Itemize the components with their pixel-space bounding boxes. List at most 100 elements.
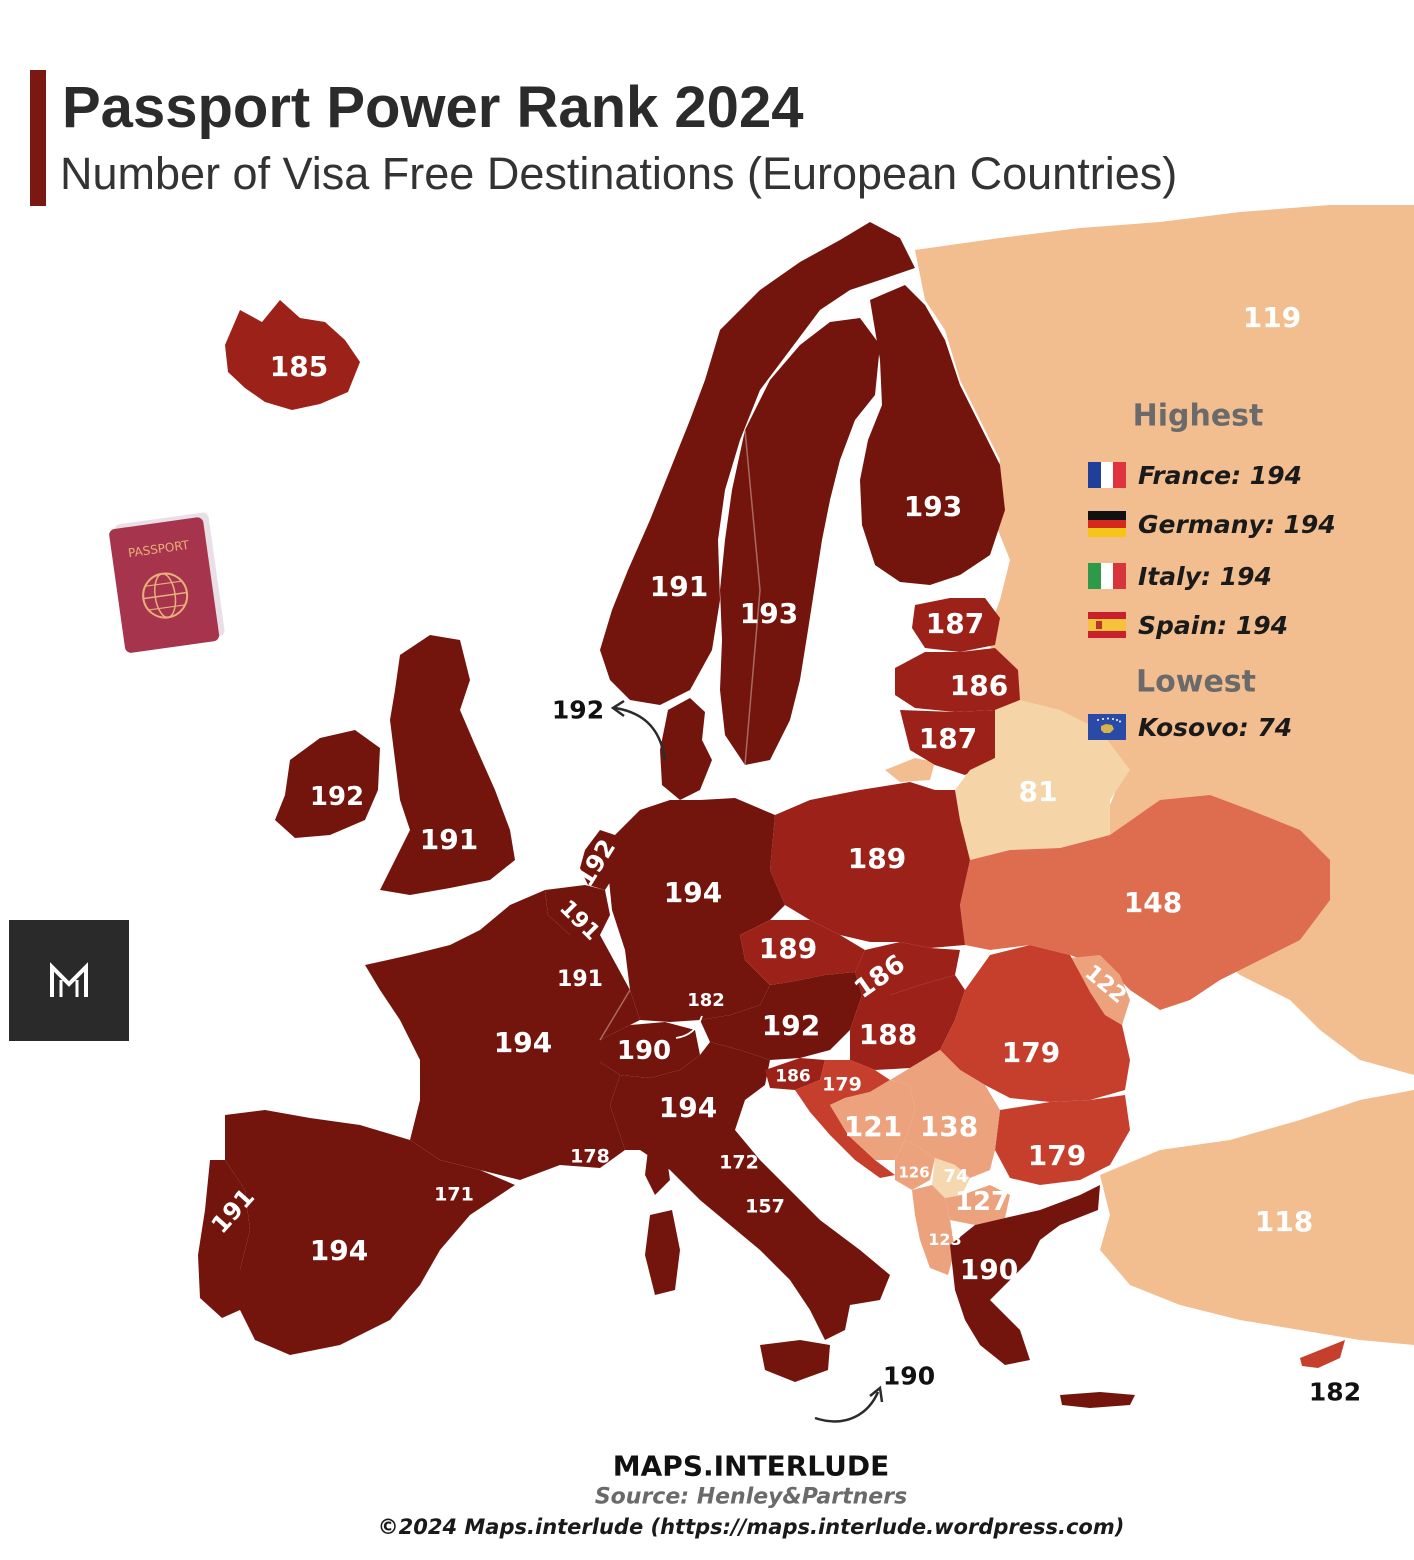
region-crete	[1060, 1392, 1135, 1408]
label-slovenia: 186	[775, 1066, 811, 1087]
label-montenegro: 126	[898, 1163, 930, 1182]
label-albania: 123	[928, 1230, 962, 1249]
region-romania	[940, 945, 1130, 1102]
legend-lowest-title: Lowest	[1136, 664, 1256, 700]
label-greece: 190	[959, 1253, 1019, 1286]
region-latvia	[895, 648, 1020, 712]
footer-brand: MAPS.INTERLUDE	[612, 1449, 890, 1483]
region-norway	[600, 222, 915, 705]
label-san-marino: 172	[719, 1151, 759, 1174]
legend-text-spain: Spain: 194	[1138, 610, 1289, 640]
label-sweden: 193	[739, 597, 799, 630]
malta-arrow	[814, 1391, 880, 1423]
region-france	[365, 890, 640, 1180]
region-sardinia	[645, 1210, 680, 1295]
label-ukraine: 148	[1123, 886, 1183, 919]
region-bulgaria	[995, 1095, 1130, 1185]
label-monaco: 178	[570, 1145, 610, 1168]
region-montenegro	[895, 1140, 935, 1190]
region-lithuania	[900, 710, 1010, 775]
maps-interlude-logo-icon	[50, 961, 88, 997]
label-spain: 194	[309, 1234, 369, 1267]
region-poland	[770, 782, 970, 948]
label-bosnia: 121	[843, 1110, 903, 1143]
label-france: 194	[493, 1026, 553, 1059]
label-malta: 190	[882, 1361, 936, 1391]
region-ukraine	[960, 795, 1330, 1010]
label-liechtenstein: 182	[687, 990, 725, 1011]
region-cyprus	[1300, 1340, 1345, 1368]
region-belgium	[545, 885, 610, 935]
label-ireland: 192	[309, 782, 365, 812]
region-bosnia	[830, 1080, 915, 1160]
label-iceland: 185	[269, 350, 329, 383]
italy-flag-icon	[1088, 563, 1126, 589]
label-russia: 119	[1242, 301, 1302, 334]
kosovo-flag-icon	[1088, 714, 1126, 740]
label-denmark: 192	[551, 695, 605, 725]
spain-flag-icon	[1088, 612, 1126, 638]
region-greece	[950, 1185, 1100, 1365]
region-estonia	[912, 598, 1000, 652]
label-turkey: 118	[1254, 1205, 1314, 1238]
region-albania	[912, 1185, 955, 1275]
region-corsica	[645, 1145, 670, 1195]
label-latvia: 186	[949, 669, 1009, 702]
legend-text-france: France: 194	[1138, 460, 1302, 490]
germany-flag-icon	[1088, 511, 1126, 537]
legend-row-france: France: 194	[1088, 460, 1302, 490]
legend-row-germany: Germany: 194	[1088, 509, 1336, 539]
label-germany: 194	[663, 876, 723, 909]
denmark-arrow	[614, 706, 667, 761]
legend-highest-title: Highest	[1132, 398, 1264, 434]
malta-arrowhead	[869, 1385, 884, 1403]
region-united-kingdom	[380, 635, 515, 895]
label-serbia: 138	[919, 1110, 979, 1143]
label-luxembourg: 191	[557, 967, 603, 992]
region-turkey	[1100, 1090, 1414, 1345]
region-czechia	[740, 920, 865, 985]
region-spain	[225, 1110, 515, 1355]
region-germany	[608, 798, 785, 1022]
region-north-macedonia	[945, 1185, 1010, 1225]
region-finland	[860, 285, 1005, 585]
legend-row-spain: Spain: 194	[1088, 610, 1288, 640]
region-sweden	[720, 318, 880, 765]
label-estonia: 187	[925, 607, 985, 640]
label-hungary: 188	[858, 1018, 918, 1051]
country-borders	[599, 429, 761, 1041]
liechtenstein-arrow	[675, 1015, 703, 1039]
title-accent-bar	[30, 70, 46, 206]
label-andorra: 171	[434, 1183, 474, 1206]
region-denmark	[660, 698, 712, 800]
page-title: Passport Power Rank 2024	[62, 75, 804, 140]
label-poland: 189	[847, 842, 907, 875]
region-iceland	[225, 300, 360, 410]
label-cyprus: 182	[1308, 1377, 1362, 1407]
region-croatia	[795, 1060, 895, 1178]
page-subtitle: Number of Visa Free Destinations (Europe…	[60, 148, 1178, 199]
legend-row-italy: Italy: 194	[1088, 561, 1272, 591]
label-italy: 194	[658, 1091, 718, 1124]
label-lithuania: 187	[918, 722, 978, 755]
brand-logo	[9, 920, 129, 1041]
label-norway: 191	[649, 570, 709, 603]
region-kosovo	[932, 1158, 970, 1198]
legend-text-kosovo: Kosovo: 74	[1138, 712, 1293, 742]
region-serbia	[890, 1050, 1000, 1178]
label-croatia: 179	[822, 1073, 862, 1096]
legend-text-germany: Germany: 194	[1138, 509, 1336, 539]
footer-copyright: ©2024 Maps.interlude (https://maps.inter…	[377, 1515, 1125, 1539]
label-romania: 179	[1001, 1036, 1061, 1069]
region-switzerland	[600, 1022, 700, 1078]
label-vatican: 157	[745, 1195, 785, 1218]
label-north-macedonia: 127	[954, 1187, 1010, 1217]
region-moldova	[1070, 955, 1130, 1025]
denmark-arrowhead	[610, 699, 625, 718]
region-russia-kaliningrad	[885, 758, 935, 782]
label-kosovo: 74	[943, 1166, 969, 1187]
label-belarus: 81	[1018, 775, 1058, 808]
region-netherlands	[580, 830, 618, 890]
legend-row-kosovo: Kosovo: 74	[1088, 712, 1292, 742]
